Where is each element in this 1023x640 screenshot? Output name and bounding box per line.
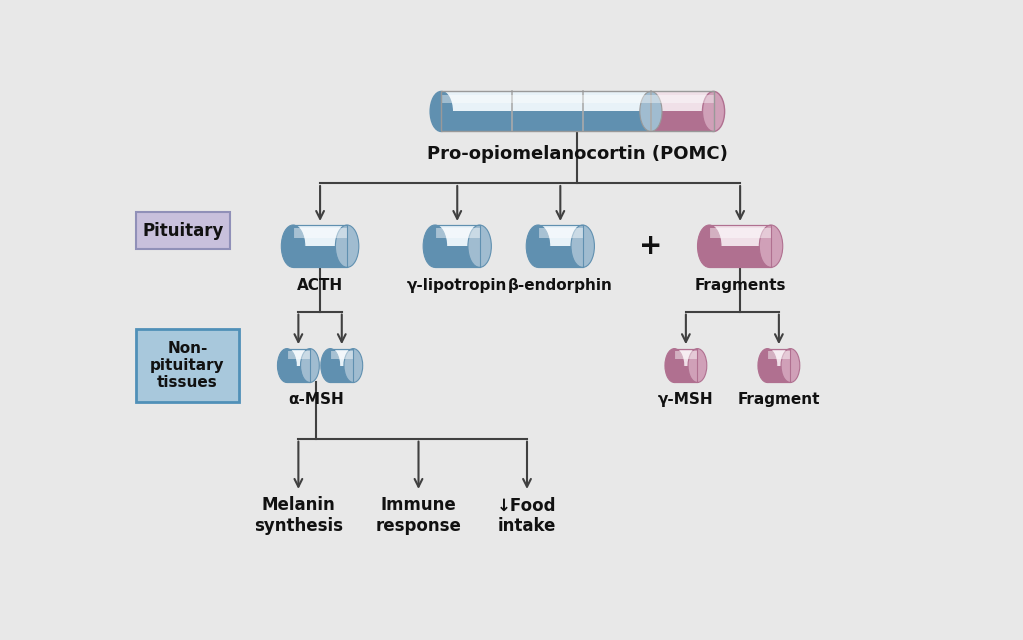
Ellipse shape (759, 225, 783, 268)
Ellipse shape (526, 225, 549, 268)
Bar (330, 349, 353, 365)
Bar (674, 349, 698, 365)
Bar (330, 365, 353, 383)
Text: Pro-opiomelanocortin (POMC): Pro-opiomelanocortin (POMC) (427, 145, 727, 163)
Bar (767, 349, 791, 383)
Ellipse shape (321, 349, 340, 383)
Text: β-endorphin: β-endorphin (507, 278, 613, 293)
Text: α-MSH: α-MSH (288, 392, 344, 407)
Bar (441, 111, 651, 131)
Bar (674, 349, 698, 383)
Bar (435, 225, 480, 268)
Ellipse shape (665, 349, 683, 383)
Bar (441, 95, 714, 103)
Bar (709, 246, 771, 268)
Text: +: + (638, 232, 662, 260)
Bar (435, 228, 480, 237)
Ellipse shape (281, 225, 305, 268)
Ellipse shape (781, 349, 800, 383)
Ellipse shape (758, 349, 776, 383)
Ellipse shape (639, 92, 662, 131)
Text: Non-
pituitary
tissues: Non- pituitary tissues (150, 340, 225, 390)
Bar (767, 365, 791, 383)
Ellipse shape (344, 349, 363, 383)
Bar (286, 365, 310, 383)
Bar (709, 225, 771, 246)
Bar (286, 351, 310, 359)
Ellipse shape (698, 225, 721, 268)
Text: Pituitary: Pituitary (142, 222, 224, 240)
Bar (293, 225, 347, 246)
Ellipse shape (703, 92, 724, 131)
Bar (538, 228, 583, 237)
Bar (709, 225, 771, 268)
Text: ACTH: ACTH (297, 278, 343, 293)
Text: Melanin
synthesis: Melanin synthesis (254, 497, 343, 535)
Text: Fragments: Fragments (695, 278, 786, 293)
Text: Fragment: Fragment (738, 392, 820, 407)
Ellipse shape (424, 225, 447, 268)
Bar (767, 349, 791, 365)
Ellipse shape (688, 349, 707, 383)
Ellipse shape (301, 349, 319, 383)
FancyBboxPatch shape (136, 330, 239, 402)
Bar (293, 228, 347, 237)
Text: γ-lipotropin: γ-lipotropin (407, 278, 507, 293)
Bar (674, 351, 698, 359)
Bar (293, 225, 347, 268)
Bar (286, 349, 310, 383)
Bar (441, 92, 714, 131)
Bar (709, 228, 771, 237)
Bar (435, 246, 480, 268)
Bar (538, 246, 583, 268)
Ellipse shape (277, 349, 297, 383)
Bar (435, 225, 480, 246)
Ellipse shape (336, 225, 359, 268)
Bar (441, 92, 651, 111)
FancyBboxPatch shape (136, 212, 230, 249)
Text: γ-MSH: γ-MSH (658, 392, 714, 407)
Bar (767, 351, 791, 359)
Bar (330, 349, 353, 383)
Bar (674, 365, 698, 383)
Bar (286, 349, 310, 365)
Bar (651, 92, 714, 111)
Text: Immune
response: Immune response (375, 497, 461, 535)
Ellipse shape (571, 225, 594, 268)
Bar (538, 225, 583, 268)
Bar (651, 111, 714, 131)
Text: ↓Food
intake: ↓Food intake (497, 497, 557, 535)
Bar (293, 246, 347, 268)
Bar (538, 225, 583, 246)
Bar (330, 351, 353, 359)
Ellipse shape (468, 225, 491, 268)
Ellipse shape (430, 92, 452, 131)
